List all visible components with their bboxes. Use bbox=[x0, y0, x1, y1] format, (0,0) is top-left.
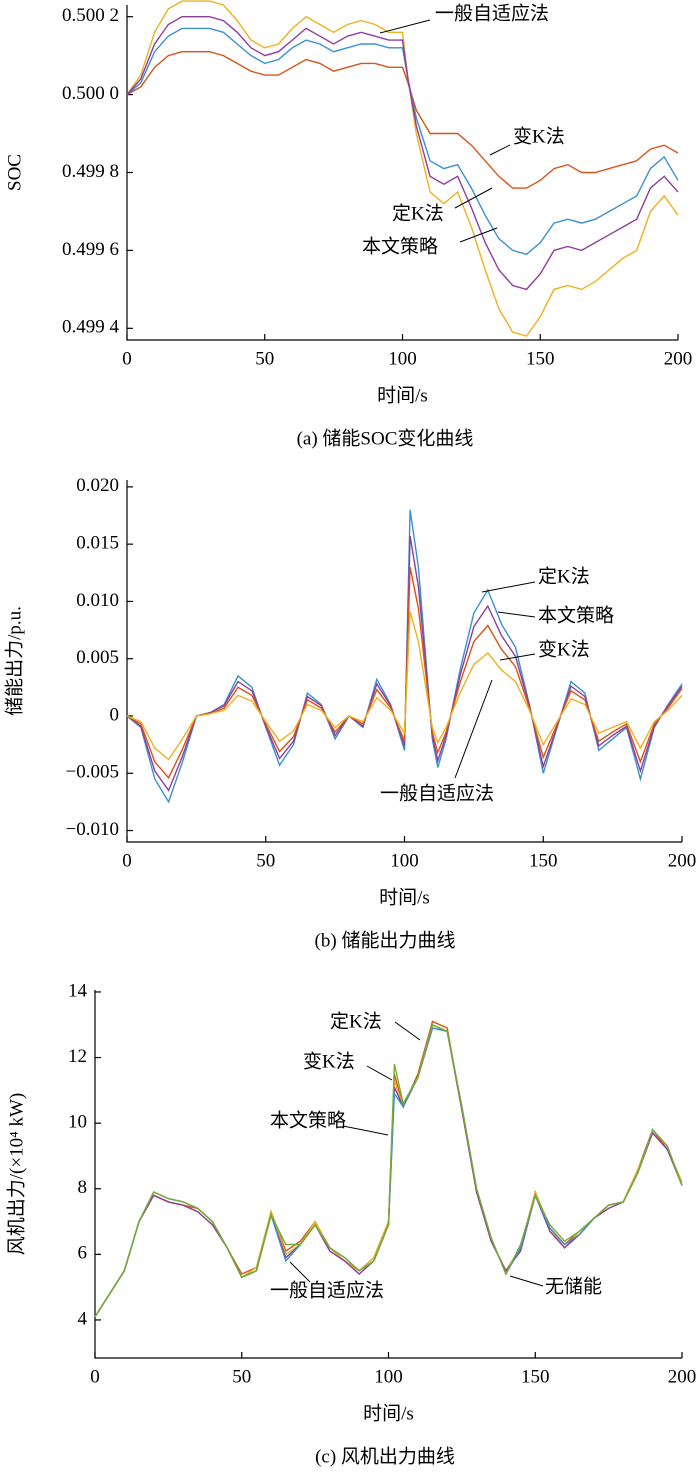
y-axis-label: 风机出力/(×10⁴ kW) bbox=[5, 1093, 27, 1255]
y-tick-label: 14 bbox=[68, 980, 88, 1001]
series-line bbox=[94, 1027, 683, 1318]
y-tick-label: 4 bbox=[78, 1308, 88, 1329]
x-tick-label: 0 bbox=[122, 348, 132, 369]
y-tick-label: 8 bbox=[78, 1177, 88, 1198]
leader-line bbox=[497, 611, 536, 618]
x-tick-label: 150 bbox=[526, 348, 555, 369]
y-tick-label: 0.005 bbox=[76, 647, 119, 668]
series-annotation: 本文策略 bbox=[362, 235, 438, 257]
x-tick-label: 200 bbox=[668, 850, 697, 871]
series-annotation: 定K法 bbox=[392, 202, 444, 224]
x-tick-label: 200 bbox=[668, 1366, 697, 1387]
x-tick-label: 150 bbox=[521, 1366, 550, 1387]
x-tick-label: 50 bbox=[232, 1366, 251, 1387]
x-axis-label: 时间/s bbox=[363, 1402, 414, 1424]
y-tick-label: 0.020 bbox=[76, 475, 119, 496]
series-annotation: 本文策略 bbox=[270, 1109, 346, 1131]
series-line bbox=[126, 51, 679, 189]
series-line bbox=[94, 1027, 683, 1318]
series-line bbox=[126, 535, 683, 792]
caption: (a) 储能SOC变化曲线 bbox=[297, 427, 474, 449]
x-tick-label: 200 bbox=[664, 348, 693, 369]
caption: (c) 风机出力曲线 bbox=[315, 1445, 455, 1467]
series-annotation: 一般自适应法 bbox=[380, 782, 494, 804]
y-axis-label: SOC bbox=[4, 154, 25, 191]
series-annotation: 本文策略 bbox=[538, 604, 614, 626]
leader-line bbox=[499, 653, 536, 661]
y-tick-label: 6 bbox=[78, 1243, 88, 1264]
y-tick-label: 10 bbox=[68, 1112, 87, 1133]
y-tick-label: 0.499 6 bbox=[62, 239, 119, 260]
x-tick-label: 0 bbox=[90, 1366, 100, 1387]
y-tick-label: 0.499 4 bbox=[62, 317, 120, 338]
series-annotation: 变K法 bbox=[538, 638, 590, 660]
leader-line bbox=[366, 1065, 393, 1081]
y-tick-label: 0.010 bbox=[76, 590, 119, 611]
series-line bbox=[94, 1023, 683, 1318]
series-annotation: 一般自适应法 bbox=[435, 2, 549, 24]
y-tick-label: 0.500 0 bbox=[62, 83, 119, 104]
leader-line bbox=[489, 144, 511, 156]
x-axis-label: 时间/s bbox=[379, 886, 430, 908]
leader-line bbox=[509, 1275, 544, 1287]
caption: (b) 储能出力曲线 bbox=[315, 929, 456, 951]
x-tick-label: 100 bbox=[374, 1366, 403, 1387]
x-tick-label: 50 bbox=[255, 348, 274, 369]
series-line bbox=[126, 509, 683, 804]
y-tick-label: 12 bbox=[68, 1046, 87, 1067]
leader-line bbox=[481, 581, 536, 593]
x-tick-label: 50 bbox=[256, 850, 275, 871]
series-annotation: 变K法 bbox=[513, 125, 565, 147]
series-annotation: 一般自适应法 bbox=[270, 1279, 384, 1301]
series-annotation: 定K法 bbox=[538, 565, 590, 587]
y-tick-label: −0.005 bbox=[66, 762, 119, 783]
axes bbox=[94, 990, 682, 1359]
series-line bbox=[126, 16, 679, 291]
y-tick-label: 0.499 8 bbox=[62, 161, 119, 182]
leader-line bbox=[454, 187, 493, 209]
leader-line bbox=[459, 227, 498, 243]
leader-line bbox=[454, 679, 493, 779]
series-line bbox=[94, 1023, 683, 1318]
x-axis-label: 时间/s bbox=[377, 384, 428, 406]
leader-line bbox=[289, 1261, 311, 1283]
x-tick-label: 0 bbox=[122, 850, 132, 871]
series-annotation: 定K法 bbox=[330, 1010, 382, 1032]
series-line bbox=[126, 611, 683, 761]
series-line bbox=[126, 566, 683, 780]
y-tick-label: 0 bbox=[110, 704, 120, 725]
x-tick-label: 100 bbox=[390, 850, 419, 871]
leader-line bbox=[379, 19, 431, 34]
leader-line bbox=[342, 1125, 389, 1136]
x-tick-label: 100 bbox=[388, 348, 417, 369]
y-tick-label: 0.500 2 bbox=[62, 5, 119, 26]
leader-line bbox=[394, 1021, 421, 1041]
y-tick-label: −0.010 bbox=[66, 819, 119, 840]
x-tick-label: 150 bbox=[529, 850, 558, 871]
y-axis-label: 储能出力/p.u. bbox=[3, 606, 25, 716]
y-tick-label: 0.015 bbox=[76, 533, 119, 554]
series-annotation: 无储能 bbox=[545, 1275, 602, 1297]
series-annotation: 变K法 bbox=[303, 1050, 355, 1072]
series-line bbox=[94, 1020, 683, 1318]
